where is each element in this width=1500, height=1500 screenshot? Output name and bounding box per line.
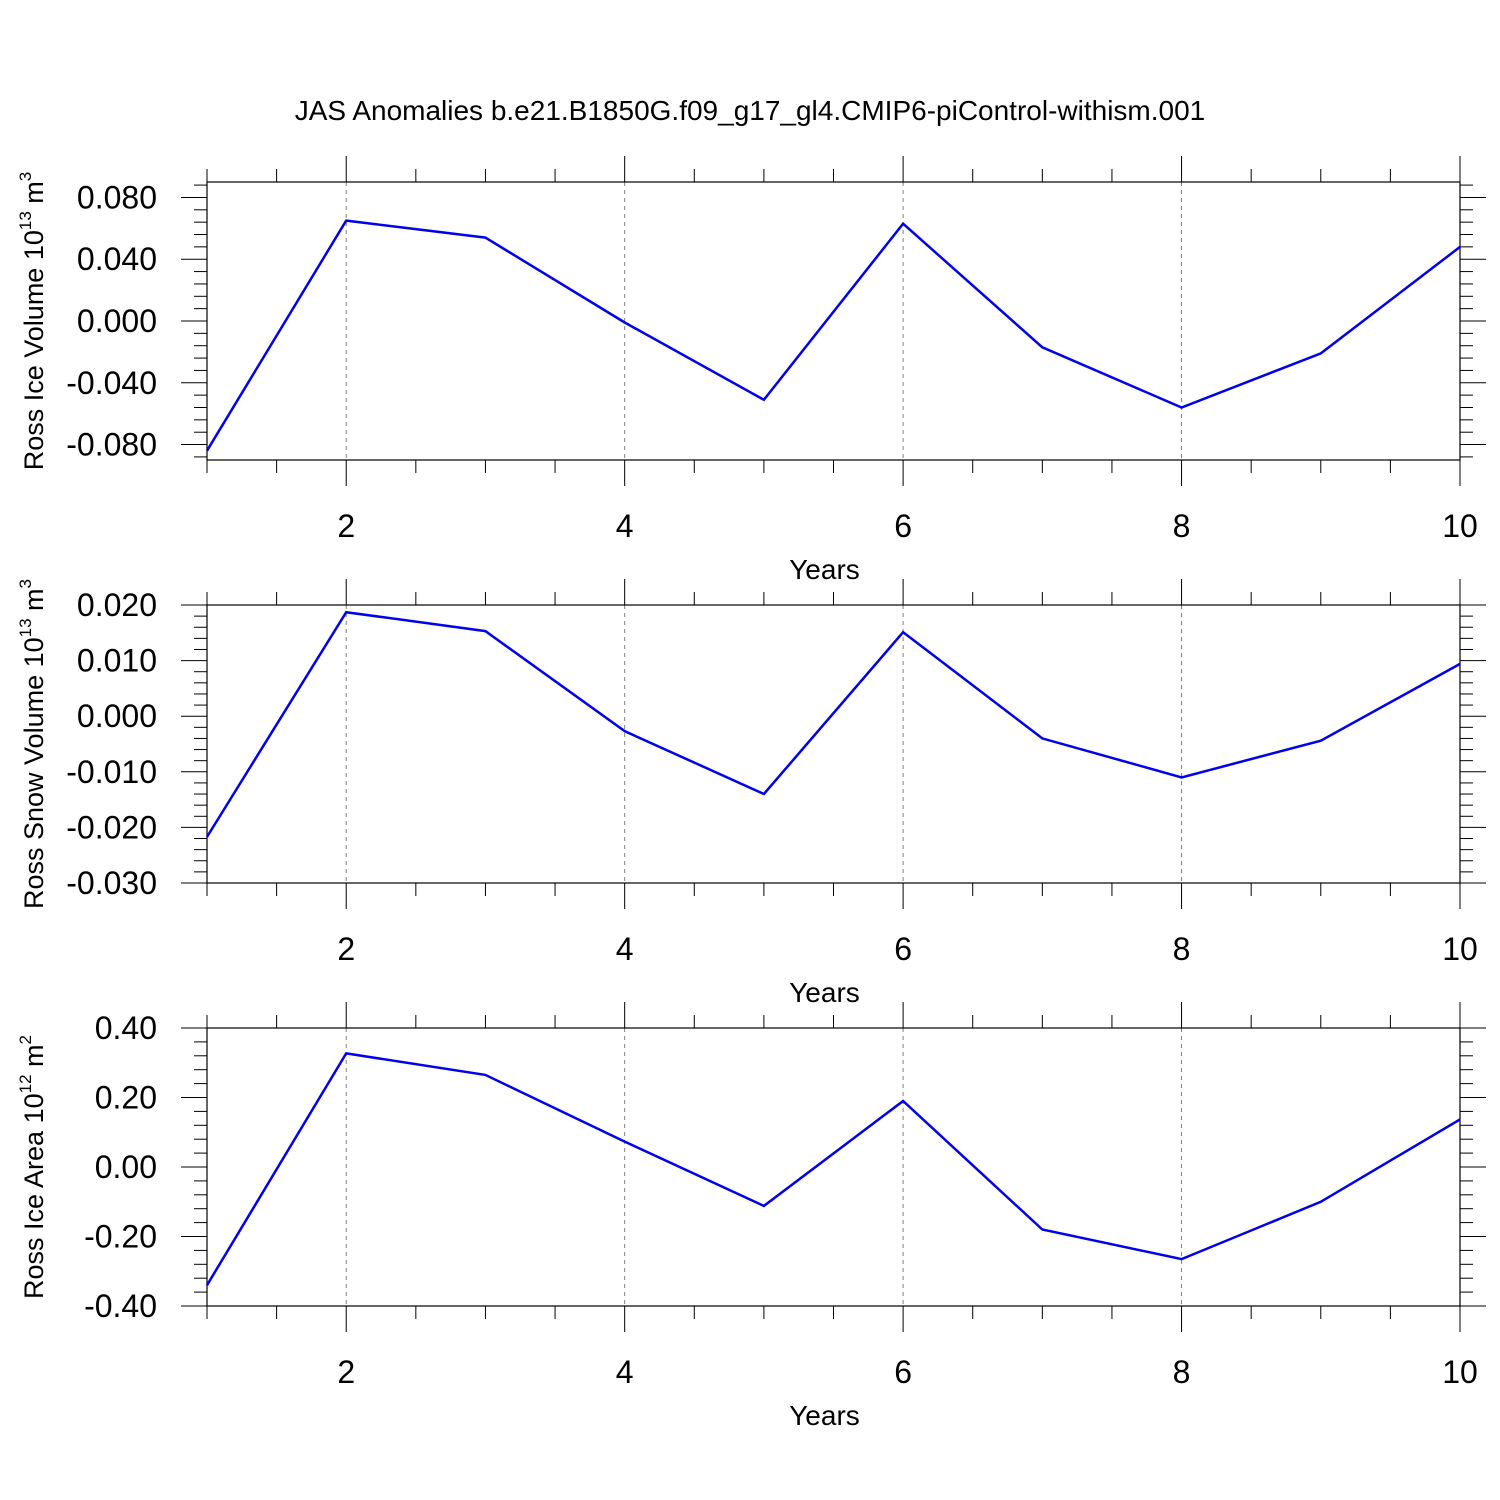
y-axis-label: Ross Ice Area 1012 m2 [16,1035,49,1299]
x-tick-label: 2 [337,931,355,967]
y-axis-label-exponent: 12 [16,1074,35,1093]
plot-frame [206,181,1461,461]
panel-3: 2 4 6 8 10 Years 0.40 0.20 0.00 -0.20 -0.40 Ross Ic… [16,1002,1486,1431]
y-axis-label-text: Ross Ice Volume 10 [19,230,49,470]
y-axis-label-text: Ross Snow Volume 10 [19,637,49,909]
y-axis-label: Ross Snow Volume 1013 m3 [16,579,49,909]
y-tick-label: 0.040 [77,241,157,277]
x-axis-label: Years [789,554,860,585]
series-line [205,219,1461,452]
y-axis-label-exponent: 13 [16,618,35,637]
y-tick-label: -0.020 [66,809,157,845]
y-axis-label-unit: m [19,1044,49,1074]
y-tick-label: 0.20 [95,1080,157,1116]
x-tick-label: 4 [616,1354,634,1390]
y-tick-label: -0.030 [66,865,157,901]
x-tick-label: 10 [1442,931,1478,967]
y-tick-label: -0.40 [84,1288,157,1324]
y-tick-label: 0.080 [77,179,157,215]
x-tick-label: 8 [1173,508,1191,544]
x-tick-label: 4 [616,931,634,967]
y-tick-label: 0.010 [77,643,157,679]
x-tick-label: 8 [1173,931,1191,967]
x-axis-label: Years [789,977,860,1008]
x-tick-label: 2 [337,1354,355,1390]
x-tick-label: 6 [894,1354,912,1390]
y-tick-label: 0.00 [95,1149,157,1185]
y-axis-label-text: Ross Ice Area 10 [19,1093,49,1299]
y-tick-label: 0.000 [77,698,157,734]
x-tick-label: 6 [894,931,912,967]
series-line [205,1052,1461,1286]
y-axis-label-exponent: 13 [16,211,35,230]
y-axis-label-unit: m [19,181,49,211]
x-tick-label: 6 [894,508,912,544]
x-tick-label: 10 [1442,1354,1478,1390]
y-tick-label: -0.20 [84,1219,157,1255]
y-tick-label: -0.010 [66,754,157,790]
y-tick-label: -0.040 [66,365,157,401]
x-axis-label: Years [789,1400,860,1431]
x-tick-label: 2 [337,508,355,544]
y-axis-label-unit-exponent: 2 [16,1035,35,1044]
y-tick-label: 0.40 [95,1010,157,1046]
series-line [205,610,1461,838]
chart-title: JAS Anomalies b.e21.B1850G.f09_g17_gl4.C… [295,95,1206,126]
y-axis-label-unit-exponent: 3 [16,579,35,588]
y-axis-label-unit-exponent: 3 [16,172,35,181]
y-tick-label: 0.020 [77,587,157,623]
x-tick-label: 8 [1173,1354,1191,1390]
y-axis-label: Ross Ice Volume 1013 m3 [16,172,49,471]
plot-frame [206,604,1461,884]
y-tick-label: -0.080 [66,427,157,463]
panel-1: 2 4 6 8 10 Years 0.080 0.040 0.000 -0.040 -0.080 Ro… [16,156,1486,585]
x-tick-label: 4 [616,508,634,544]
plot-frame [206,1027,1461,1307]
y-tick-label: 0.000 [77,303,157,339]
x-tick-label: 10 [1442,508,1478,544]
y-axis-label-unit: m [19,588,49,618]
panel-2: 2 4 6 8 10 Years 0.020 0.010 0.000 -0.010 -0.020 -0… [16,579,1486,1008]
